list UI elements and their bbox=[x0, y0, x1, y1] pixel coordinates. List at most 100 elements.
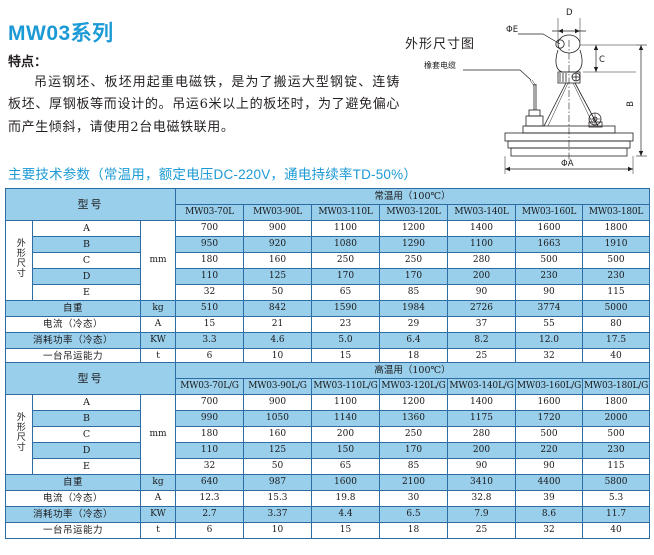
column-header-4: MW03-140L bbox=[447, 204, 516, 221]
column-header-5: MW03-160L bbox=[515, 204, 583, 221]
label-phi-e: ΦE bbox=[506, 25, 518, 35]
cell-D-0: 110 bbox=[175, 268, 244, 285]
cell-D-6: 230 bbox=[581, 442, 651, 459]
row-label: 自重 bbox=[5, 300, 141, 317]
cell-E-2: 65 bbox=[311, 458, 380, 475]
cell-C-4: 280 bbox=[447, 252, 516, 269]
cell-B-0: 950 bbox=[175, 236, 244, 253]
cell-C-6: 500 bbox=[581, 252, 651, 269]
cell-B-6: 1910 bbox=[581, 236, 651, 253]
cell-B-1: 920 bbox=[243, 236, 312, 253]
cell-E-2: 65 bbox=[311, 284, 380, 301]
cell-C-6: 500 bbox=[581, 426, 651, 443]
cell-0-3: 1984 bbox=[379, 300, 448, 317]
cell-2-0: 3.3 bbox=[175, 332, 244, 349]
cell-0-5: 3774 bbox=[515, 300, 583, 317]
cell-B-1: 1050 bbox=[243, 410, 312, 427]
cell-1-5: 39 bbox=[515, 490, 583, 507]
cell-0-6: 5800 bbox=[581, 474, 651, 491]
cell-D-0: 110 bbox=[175, 442, 244, 459]
row-unit: kg bbox=[140, 474, 176, 491]
table-header-row: 型号 常温用（100℃） bbox=[5, 188, 651, 221]
dimension-group-label-text: 外形尺寸 bbox=[14, 237, 25, 278]
dimension-letter-B: B bbox=[32, 236, 141, 253]
row-label: 一台吊运能力 bbox=[5, 348, 141, 365]
cell-1-5: 55 bbox=[515, 316, 583, 333]
cell-0-4: 2726 bbox=[447, 300, 516, 317]
cell-2-0: 2.7 bbox=[175, 506, 244, 523]
dimension-diagram: 外形尺寸图 bbox=[400, 0, 654, 180]
feature-description: 吊运钢坯、板坯用起重电磁铁，是为了搬运大型钢锭、连铸板坯、厚钢板等而设计的。吊运… bbox=[8, 75, 400, 135]
model-header: 型号 bbox=[5, 188, 176, 221]
table-row: 消耗功率（冷态） KW 3.3 4.6 5.0 6.4 8.2 12.0 17.5 bbox=[5, 332, 651, 349]
cell-1-0: 12.3 bbox=[175, 490, 244, 507]
column-header-2: MW03-110L bbox=[311, 204, 380, 221]
cell-3-0: 6 bbox=[175, 522, 244, 539]
cell-1-4: 32.8 bbox=[447, 490, 516, 507]
dimension-letter-D: D bbox=[32, 442, 141, 459]
table-row: C 180 160 250 250 280 500 500 bbox=[6, 252, 651, 269]
cell-A-3: 1200 bbox=[379, 220, 448, 237]
table-row: E 32 50 65 85 90 90 115 bbox=[6, 284, 651, 301]
row-unit: A bbox=[140, 490, 176, 507]
cell-E-6: 115 bbox=[581, 284, 651, 301]
cell-E-3: 85 bbox=[379, 458, 448, 475]
cell-0-5: 4400 bbox=[515, 474, 583, 491]
cell-0-2: 1590 bbox=[311, 300, 380, 317]
cell-D-5: 220 bbox=[515, 442, 583, 459]
group-header: 高温用（100℃） bbox=[174, 362, 651, 379]
cell-D-3: 170 bbox=[379, 442, 448, 459]
cell-D-1: 125 bbox=[243, 442, 312, 459]
cell-3-4: 25 bbox=[447, 348, 516, 365]
cell-3-4: 25 bbox=[447, 522, 516, 539]
cell-C-5: 500 bbox=[515, 252, 583, 269]
spec-table-normal-temp: 型号 常温用（100℃） MW03-70L MW03-90L MW03-110L MW03… bbox=[5, 188, 651, 365]
column-header-1: MW03-90L/G bbox=[243, 378, 312, 395]
cell-C-2: 250 bbox=[311, 252, 380, 269]
column-header-5: MW03-160L/G bbox=[515, 378, 583, 395]
cell-D-2: 150 bbox=[311, 442, 380, 459]
cell-A-5: 1600 bbox=[515, 394, 583, 411]
feature-label: 特点： bbox=[8, 55, 48, 71]
cell-E-1: 50 bbox=[243, 458, 312, 475]
table-row: 电流（冷态） A 15 21 23 29 37 55 80 bbox=[5, 316, 651, 333]
column-header-0: MW03-70L bbox=[175, 204, 244, 221]
cell-0-3: 2100 bbox=[379, 474, 448, 491]
cell-3-5: 32 bbox=[515, 522, 583, 539]
label-phi-a: ΦA bbox=[561, 159, 574, 169]
cell-B-5: 1663 bbox=[515, 236, 583, 253]
cell-E-5: 90 bbox=[515, 284, 583, 301]
cell-2-6: 17.5 bbox=[581, 332, 651, 349]
cell-3-2: 15 bbox=[311, 522, 380, 539]
dimension-group-label: 外形尺寸 bbox=[5, 220, 33, 301]
cell-0-1: 842 bbox=[243, 300, 312, 317]
cell-1-2: 23 bbox=[311, 316, 380, 333]
cell-C-0: 180 bbox=[175, 252, 244, 269]
cell-0-0: 640 bbox=[175, 474, 244, 491]
cell-B-6: 2000 bbox=[581, 410, 651, 427]
page-title: MW03系列 bbox=[8, 22, 114, 45]
cell-B-4: 1100 bbox=[447, 236, 516, 253]
dimension-letter-B: B bbox=[32, 410, 141, 427]
label-cable: 橡套电缆 bbox=[424, 60, 456, 70]
cell-E-4: 90 bbox=[447, 458, 516, 475]
cell-D-6: 230 bbox=[581, 268, 651, 285]
cell-E-1: 50 bbox=[243, 284, 312, 301]
cell-A-6: 1800 bbox=[581, 394, 651, 411]
cell-B-2: 1140 bbox=[311, 410, 380, 427]
label-c: C bbox=[599, 55, 605, 65]
cell-2-3: 6.4 bbox=[379, 332, 448, 349]
table-row: E 32 50 65 85 90 90 115 bbox=[6, 458, 651, 475]
cell-C-5: 500 bbox=[515, 426, 583, 443]
cell-2-6: 11.7 bbox=[581, 506, 651, 523]
cell-1-3: 29 bbox=[379, 316, 448, 333]
cell-0-0: 510 bbox=[175, 300, 244, 317]
cell-A-4: 1400 bbox=[447, 394, 516, 411]
dimension-letter-C: C bbox=[32, 252, 141, 269]
column-header-1: MW03-90L bbox=[243, 204, 312, 221]
cell-2-4: 7.9 bbox=[447, 506, 516, 523]
column-header-2: MW03-110L/G bbox=[311, 378, 380, 395]
cell-2-1: 4.6 bbox=[243, 332, 312, 349]
cell-D-4: 200 bbox=[447, 268, 516, 285]
